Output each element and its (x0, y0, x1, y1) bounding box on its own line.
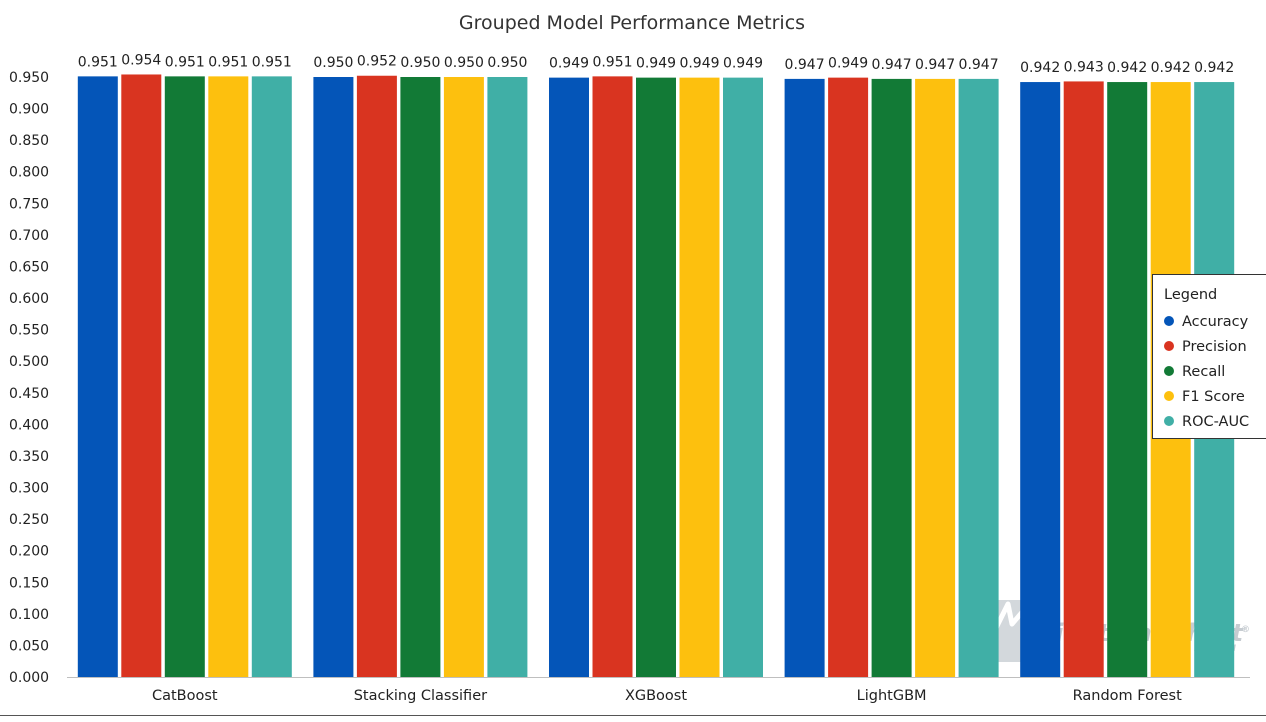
y-tick-label: 0.500 (9, 354, 49, 370)
data-label: 0.950 (313, 55, 353, 71)
y-tick-label: 0.750 (9, 196, 49, 212)
x-tick-label: Random Forest (1073, 688, 1182, 704)
data-label: 0.942 (1107, 60, 1147, 76)
data-label: 0.951 (208, 54, 248, 70)
data-label: 0.942 (1151, 60, 1191, 76)
x-tick-label: LightGBM (857, 688, 927, 704)
x-tick-label: CatBoost (152, 688, 218, 704)
y-tick-label: 0.200 (9, 544, 49, 560)
bar-recall[interactable] (1107, 82, 1147, 677)
y-tick-label: 0.800 (9, 165, 49, 181)
y-tick-label: 0.900 (9, 102, 49, 118)
chart-title: Grouped Model Performance Metrics (459, 12, 805, 34)
data-label: 0.942 (1020, 60, 1060, 76)
legend-marker (1164, 316, 1174, 326)
data-label: 0.950 (487, 55, 527, 71)
data-label: 0.949 (636, 56, 676, 72)
data-label: 0.949 (723, 56, 763, 72)
data-label: 0.950 (400, 55, 440, 71)
y-tick-label: 0.350 (9, 449, 49, 465)
y-tick-label: 0.150 (9, 575, 49, 591)
legend-label: ROC-AUC (1182, 414, 1249, 430)
y-tick-label: 0.300 (9, 481, 49, 497)
data-label: 0.947 (785, 57, 825, 73)
y-tick-label: 0.850 (9, 133, 49, 149)
y-tick-label: 0.450 (9, 386, 49, 402)
data-label: 0.947 (959, 57, 999, 73)
y-tick-label: 0.000 (9, 670, 49, 686)
bars (78, 74, 1234, 677)
legend-label: Recall (1182, 364, 1225, 380)
legend-label: F1 Score (1182, 389, 1245, 405)
bar-roc-auc[interactable] (252, 76, 292, 677)
bar-accuracy[interactable] (549, 78, 589, 677)
bar-f1-score[interactable] (208, 76, 248, 677)
data-label: 0.952 (357, 54, 397, 70)
bar-recall[interactable] (872, 79, 912, 677)
bar-roc-auc[interactable] (959, 79, 999, 677)
bar-accuracy[interactable] (78, 76, 118, 677)
y-tick-label: 0.650 (9, 259, 49, 275)
legend-label: Precision (1182, 339, 1247, 355)
data-label: 0.949 (679, 56, 719, 72)
bar-f1-score[interactable] (915, 79, 955, 677)
data-label: 0.951 (592, 54, 632, 70)
y-tick-label: 0.950 (9, 70, 49, 86)
bar-roc-auc[interactable] (487, 77, 527, 677)
bar-precision[interactable] (357, 76, 397, 677)
data-label: 0.951 (252, 54, 292, 70)
x-tick-label: Stacking Classifier (354, 688, 487, 704)
legend-label: Accuracy (1182, 314, 1249, 330)
y-tick-label: 0.400 (9, 417, 49, 433)
bar-accuracy[interactable] (785, 79, 825, 677)
legend-marker (1164, 416, 1174, 426)
bar-recall[interactable] (400, 77, 440, 677)
legend[interactable]: Legend Accuracy Precision Recall F1 Score ROC… (1153, 275, 1266, 439)
y-axis: 0.000 0.050 0.100 0.150 0.200 0.250 0.300 0.350… (9, 70, 49, 686)
data-label: 0.950 (444, 55, 484, 71)
data-label: 0.954 (121, 52, 161, 68)
legend-marker (1164, 391, 1174, 401)
data-label: 0.951 (78, 54, 118, 70)
bar-precision[interactable] (1064, 81, 1104, 677)
x-tick-label: XGBoost (625, 688, 687, 704)
bar-recall[interactable] (636, 78, 676, 677)
data-label: 0.943 (1064, 59, 1104, 75)
data-label: 0.942 (1194, 60, 1234, 76)
data-label: 0.951 (165, 54, 205, 70)
bar-accuracy[interactable] (1020, 82, 1060, 677)
bar-f1-score[interactable] (444, 77, 484, 677)
bar-precision[interactable] (593, 76, 633, 677)
data-label: 0.947 (872, 57, 912, 73)
bar-precision[interactable] (828, 78, 868, 677)
data-label: 0.949 (828, 56, 868, 72)
watermark-reg: ® (1241, 625, 1250, 635)
bar-precision[interactable] (121, 74, 161, 677)
data-label: 0.947 (915, 57, 955, 73)
y-tick-label: 0.700 (9, 228, 49, 244)
legend-marker (1164, 366, 1174, 376)
legend-title: Legend (1164, 287, 1217, 303)
bar-accuracy[interactable] (313, 77, 353, 677)
bar-roc-auc[interactable] (723, 78, 763, 677)
y-tick-label: 0.050 (9, 638, 49, 654)
data-label: 0.949 (549, 56, 589, 72)
y-tick-label: 0.550 (9, 323, 49, 339)
bar-f1-score[interactable] (680, 78, 720, 677)
bar-recall[interactable] (165, 76, 205, 677)
legend-marker (1164, 341, 1174, 351)
x-axis: CatBoost Stacking Classifier XGBoost LightG… (0, 678, 1266, 716)
y-tick-label: 0.250 (9, 512, 49, 528)
y-tick-label: 0.600 (9, 291, 49, 307)
y-tick-label: 0.100 (9, 607, 49, 623)
